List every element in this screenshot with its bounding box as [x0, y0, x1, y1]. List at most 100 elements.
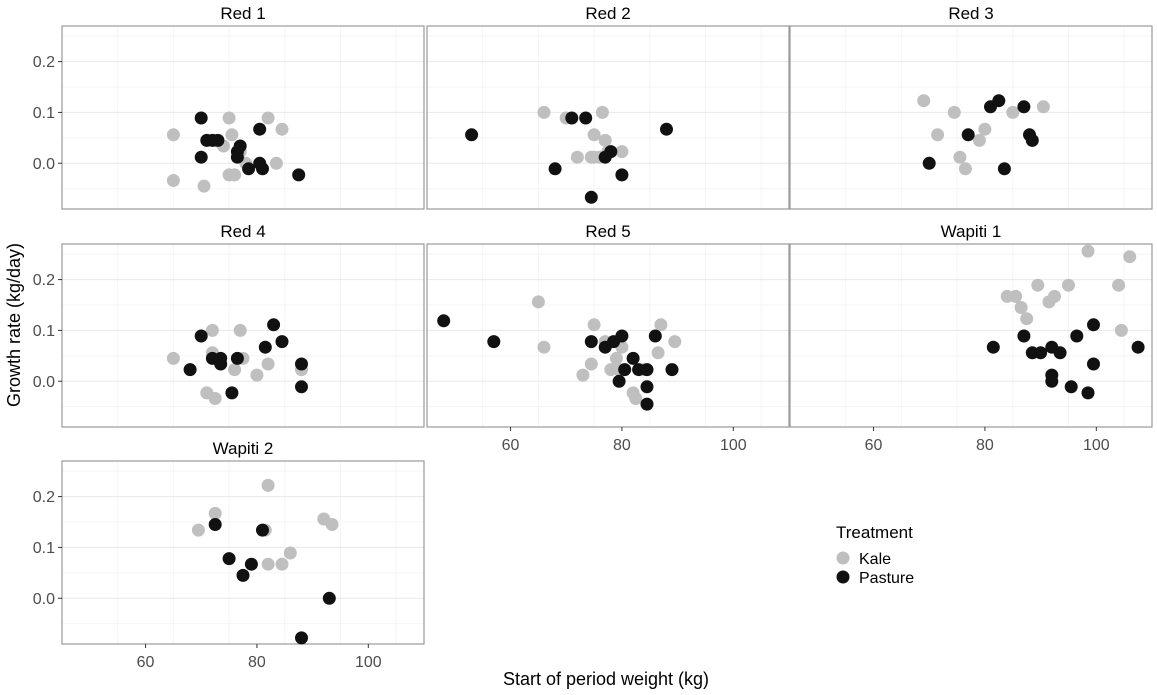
legend-title: Treatment [836, 523, 913, 542]
panel-border [426, 243, 790, 428]
data-point-kale [208, 506, 222, 520]
data-point-kale [609, 351, 623, 365]
data-point-kale [570, 150, 584, 164]
legend-kale-key [836, 551, 850, 565]
x-tick-label: 100 [720, 437, 747, 454]
data-point-pasture [1025, 133, 1039, 147]
data-point-kale [978, 122, 992, 136]
data-point-pasture [997, 162, 1011, 176]
data-point-kale [261, 478, 275, 492]
data-point-kale [958, 162, 972, 176]
data-point-pasture [1045, 368, 1059, 382]
series-pasture [208, 518, 336, 645]
panel-border [61, 460, 425, 645]
series-kale [1000, 244, 1137, 337]
data-point-kale [197, 179, 211, 193]
data-point-pasture [660, 122, 673, 136]
data-point-pasture [194, 111, 208, 125]
data-point-pasture [230, 351, 244, 365]
data-point-kale [537, 340, 551, 354]
data-point-kale [917, 94, 931, 108]
data-point-pasture [256, 162, 269, 176]
data-point-pasture [1017, 100, 1031, 114]
legend-pasture-label: Pasture [859, 570, 914, 587]
data-point-pasture [565, 111, 579, 125]
data-point-pasture [961, 128, 975, 142]
data-point-pasture [1034, 346, 1048, 360]
data-point-pasture [579, 111, 593, 125]
legend: Treatment Kale Pasture [836, 523, 914, 587]
data-point-kale [205, 323, 219, 337]
data-point-kale [1062, 278, 1075, 292]
data-point-kale [261, 557, 275, 571]
data-point-kale [651, 346, 665, 360]
data-point-pasture [1087, 318, 1100, 332]
data-point-pasture [256, 523, 269, 537]
data-point-pasture [548, 162, 562, 176]
data-point-kale [1081, 244, 1095, 258]
data-point-pasture [640, 397, 654, 411]
data-point-kale [283, 546, 297, 560]
data-point-pasture [295, 380, 308, 394]
y-tick-label: 0.0 [33, 374, 55, 391]
data-point-pasture [214, 357, 228, 371]
data-point-kale [166, 128, 180, 142]
data-point-kale [1009, 289, 1023, 303]
data-point-pasture [1087, 357, 1100, 371]
panel-title: Red 2 [585, 4, 630, 23]
panel-border [789, 243, 1153, 428]
data-point-pasture [992, 94, 1006, 108]
data-point-kale [953, 150, 967, 164]
x-tick-label: 60 [137, 654, 155, 671]
panel-red-4: Red 4 [61, 222, 425, 428]
data-point-pasture [487, 335, 501, 349]
data-point-pasture [615, 329, 629, 343]
y-tick-label: 0.2 [33, 272, 55, 289]
x-tick-label: 80 [976, 437, 994, 454]
data-point-kale [1036, 100, 1050, 114]
data-point-kale [228, 363, 242, 377]
axes-layer: 0.0 0.1 0.2 0.0 0.1 0.2 60 80 100 60 80 100 0.0 0.1 0.… [33, 54, 1110, 671]
data-point-kale [1114, 323, 1128, 337]
data-point-pasture [244, 557, 258, 571]
x-tick-label: 60 [865, 437, 883, 454]
panels-layer: Red 1 Red 2 Red 3 Red 4 Red 5 Wapiti 1 Wapiti … [61, 4, 1153, 645]
panel-red-1: Red 1 [61, 4, 425, 210]
data-point-pasture [236, 568, 250, 582]
data-point-pasture [584, 190, 598, 204]
data-point-pasture [183, 363, 197, 377]
data-point-kale [225, 128, 239, 142]
x-tick-label: 100 [1083, 437, 1110, 454]
data-point-kale [1048, 289, 1061, 303]
data-point-kale [275, 122, 289, 136]
y-tick-label: 0.0 [33, 591, 55, 608]
data-point-kale [191, 523, 205, 537]
data-point-pasture [242, 162, 256, 176]
x-axis-title: Start of period weight (kg) [503, 669, 709, 689]
data-point-kale [325, 518, 339, 531]
y-tick-label: 0.2 [33, 54, 55, 71]
panel-border [61, 25, 425, 210]
data-point-kale [587, 318, 601, 332]
data-point-kale [250, 368, 264, 382]
data-point-pasture [275, 335, 289, 349]
y-tick-label: 0.1 [33, 323, 55, 340]
x-tick-label: 80 [248, 654, 266, 671]
data-point-pasture [437, 314, 451, 328]
series-pasture [437, 314, 679, 411]
data-point-kale [1014, 301, 1028, 314]
data-point-pasture [584, 335, 598, 349]
data-point-kale [1020, 312, 1034, 326]
y-tick-label: 0.1 [33, 540, 55, 557]
data-point-pasture [233, 139, 247, 153]
panel-border [61, 243, 425, 428]
data-point-kale [584, 357, 598, 371]
data-point-kale [587, 128, 601, 142]
data-point-pasture [615, 168, 629, 182]
data-point-pasture [295, 357, 308, 371]
data-point-kale [261, 111, 275, 125]
data-point-kale [208, 392, 222, 405]
data-point-pasture [1017, 329, 1031, 343]
data-point-kale [931, 128, 945, 142]
data-point-kale [595, 105, 609, 119]
